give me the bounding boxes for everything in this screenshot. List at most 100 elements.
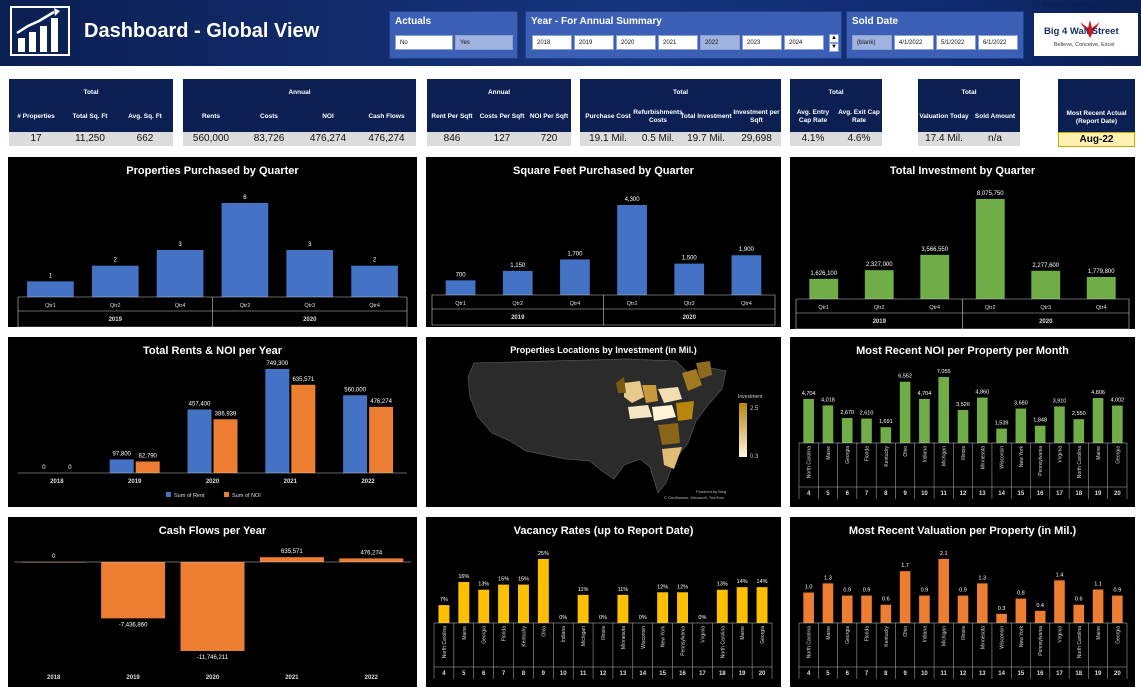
kpi-label: Total Investment bbox=[680, 113, 732, 120]
kpi-column: Costs Per Sqft bbox=[477, 104, 527, 134]
map-credit-providers: © GeoNames, Microsoft, TomTom bbox=[664, 495, 724, 500]
bar bbox=[657, 592, 669, 623]
kpi-column: Avg. Exit Cap Rate bbox=[836, 104, 882, 134]
bar bbox=[736, 587, 748, 623]
bar bbox=[577, 594, 589, 623]
kpi-column: NOI bbox=[299, 104, 357, 134]
kpi-column: NOI Per Sqft bbox=[527, 104, 571, 134]
data-label: 0% bbox=[559, 615, 567, 621]
data-label: 1 bbox=[49, 273, 53, 279]
kpi-value: 662 bbox=[136, 133, 154, 144]
tick-label: Florida bbox=[502, 626, 508, 642]
bar bbox=[1034, 425, 1046, 443]
bar bbox=[438, 605, 450, 623]
legend-label: Sum of Rent bbox=[174, 493, 205, 499]
property-id-label: 10 bbox=[921, 671, 928, 677]
locations-map-panel[interactable]: Properties Locations by Investment (in M… bbox=[426, 337, 781, 507]
year-option-2022[interactable]: 2022 bbox=[700, 35, 740, 50]
tick-label: Qtr3 bbox=[684, 301, 695, 307]
kpi-value: 560,000 bbox=[192, 133, 230, 144]
bar bbox=[91, 265, 139, 297]
year-slicer-scroll[interactable]: ▲ ▼ bbox=[829, 34, 839, 52]
data-label: 1.1 bbox=[1094, 581, 1102, 587]
year-option-2019[interactable]: 2019 bbox=[574, 35, 614, 50]
kpi-label: # Properties bbox=[17, 113, 55, 120]
data-label: 13% bbox=[478, 582, 489, 588]
data-label: 4,704 bbox=[918, 391, 932, 397]
state-shade bbox=[624, 381, 644, 403]
bar bbox=[213, 419, 238, 473]
data-label: 0.9 bbox=[1114, 588, 1122, 594]
sold-option-apr[interactable]: 4/1/2022 bbox=[894, 35, 934, 50]
vacancy-rates-panel: Vacancy Rates (up to Report Date) 7% Nort… bbox=[426, 517, 781, 687]
tick-label: Maine bbox=[1096, 446, 1102, 460]
chart-title: Vacancy Rates (up to Report Date) bbox=[513, 525, 694, 537]
bar bbox=[1054, 580, 1065, 623]
bar bbox=[822, 583, 834, 623]
tick-label: Kentucky bbox=[884, 446, 890, 467]
bar bbox=[899, 571, 911, 623]
year-option-2020[interactable]: 2020 bbox=[616, 35, 656, 50]
kpi-column: Valuation Today bbox=[918, 104, 970, 134]
tick-label: Wisconsin bbox=[1000, 626, 1006, 649]
map-legend-scale bbox=[739, 403, 747, 457]
data-label: 0% bbox=[698, 615, 706, 621]
sold-option-may[interactable]: 5/1/2022 bbox=[936, 35, 976, 50]
property-id-label: 18 bbox=[1075, 671, 1082, 677]
property-id-label: 8 bbox=[884, 491, 888, 497]
data-label: 0% bbox=[639, 615, 647, 621]
year-option-2018[interactable]: 2018 bbox=[532, 35, 572, 50]
year-option-2023[interactable]: 2023 bbox=[742, 35, 782, 50]
property-id-label: 4 bbox=[442, 671, 446, 677]
kpi-column: Costs bbox=[239, 104, 299, 134]
rents-noi-panel: Total Rents & NOI per Year 0 0 2018 97,800 8… bbox=[8, 337, 417, 507]
actuals-option-no[interactable]: No bbox=[395, 35, 453, 50]
bar bbox=[1034, 610, 1046, 623]
tick-label: Illinois bbox=[961, 626, 967, 640]
bar bbox=[101, 562, 166, 619]
property-id-label: 15 bbox=[1018, 491, 1025, 497]
tick-label: Indiana bbox=[561, 626, 567, 643]
bar bbox=[265, 369, 290, 473]
chart-title: Total Investment by Quarter bbox=[889, 165, 1036, 177]
scroll-down-icon[interactable]: ▼ bbox=[829, 43, 839, 52]
tick-label: Michigan bbox=[942, 626, 948, 646]
bar bbox=[976, 583, 988, 623]
tick-label: New York bbox=[1019, 626, 1025, 648]
bar bbox=[864, 270, 894, 299]
chart-title: Square Feet Purchased by Quarter bbox=[513, 165, 694, 177]
kpi-label: Sold Amount bbox=[974, 113, 1016, 120]
kpi-label: Investment per Sqft bbox=[733, 109, 780, 124]
sold-option-blank[interactable]: (blank) bbox=[852, 35, 892, 50]
tick-label: Kentucky bbox=[521, 626, 527, 647]
bar bbox=[803, 592, 814, 623]
data-label: 0.9 bbox=[863, 588, 871, 594]
kpi-column: # Properties bbox=[9, 104, 63, 134]
kpi-title: Total bbox=[828, 89, 844, 96]
property-id-label: 7 bbox=[502, 671, 506, 677]
data-label: 14% bbox=[757, 579, 768, 585]
chart-title: Properties Purchased by Quarter bbox=[126, 165, 299, 177]
tick-label: Minnesota bbox=[621, 626, 627, 649]
kpi-box-annual1: Annual Rents 560,000 Costs 83,726 NOI 476,274 C… bbox=[183, 79, 416, 146]
data-label: 0.3 bbox=[998, 606, 1006, 612]
kpi-column: Investment per Sqft bbox=[732, 104, 781, 134]
scroll-up-icon[interactable]: ▲ bbox=[829, 34, 839, 43]
bar bbox=[445, 280, 476, 295]
year-option-2024[interactable]: 2024 bbox=[784, 35, 824, 50]
actuals-option-yes[interactable]: Yes bbox=[455, 35, 513, 50]
sqft-purchased-panel: Square Feet Purchased by Quarter 700 Qtr1… bbox=[426, 157, 781, 327]
state-shade bbox=[616, 377, 626, 393]
property-id-label: 7 bbox=[865, 671, 869, 677]
data-label: 3,566,550 bbox=[921, 247, 948, 253]
tick-label: Virginia bbox=[700, 626, 706, 643]
property-id-label: 10 bbox=[921, 491, 928, 497]
tick-label: Qtr2 bbox=[512, 301, 523, 307]
sold-option-jun[interactable]: 6/1/2022 bbox=[978, 35, 1018, 50]
us-map[interactable] bbox=[426, 337, 781, 507]
tick-label: Qtr2 bbox=[110, 303, 121, 309]
bar bbox=[1054, 406, 1065, 443]
kpi-value: 83,726 bbox=[253, 133, 285, 144]
year-option-2021[interactable]: 2021 bbox=[658, 35, 698, 50]
data-label: 2,327,000 bbox=[866, 262, 893, 268]
